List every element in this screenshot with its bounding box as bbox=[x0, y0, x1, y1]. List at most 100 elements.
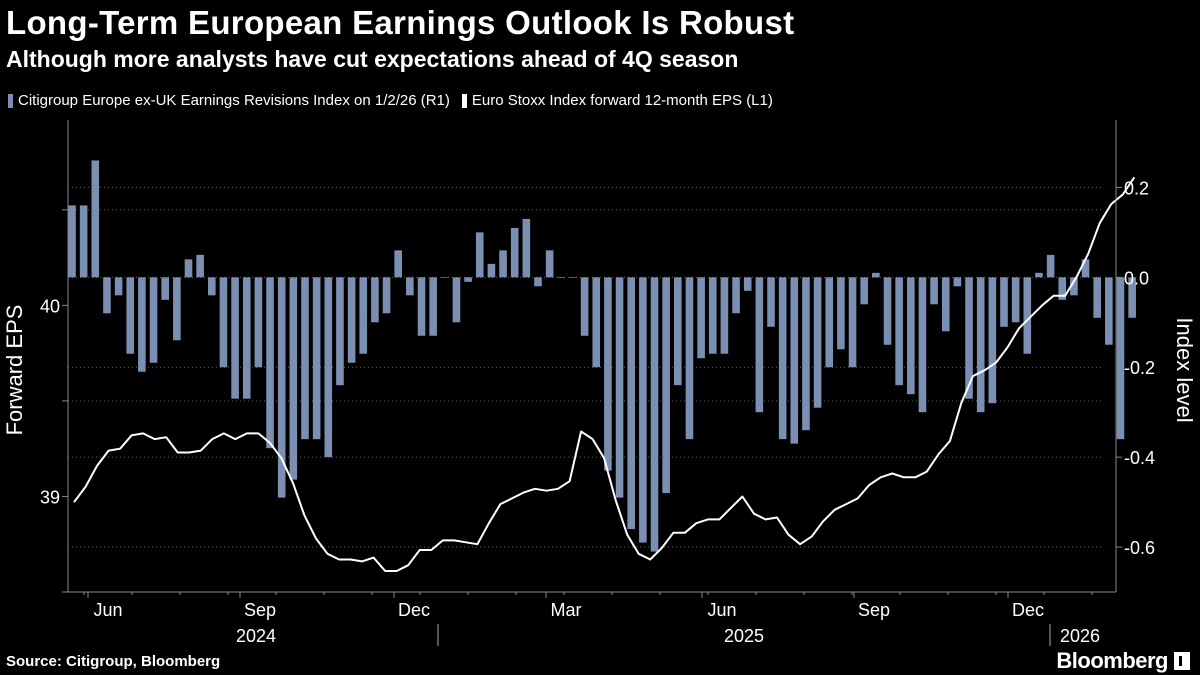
revision-bar bbox=[336, 277, 344, 386]
revision-bar bbox=[767, 277, 775, 327]
revision-bar bbox=[161, 277, 169, 300]
revision-bar bbox=[114, 277, 123, 296]
legend: Citigroup Europe ex-UK Earnings Revision… bbox=[8, 92, 785, 109]
revision-bar bbox=[883, 277, 892, 345]
revision-bar bbox=[277, 277, 286, 498]
revision-bar bbox=[324, 277, 333, 458]
revision-bar bbox=[674, 277, 682, 386]
revision-bar bbox=[487, 263, 496, 278]
revision-bar bbox=[429, 277, 437, 336]
revision-bar bbox=[545, 250, 554, 278]
revision-bar bbox=[848, 277, 857, 368]
revision-bar bbox=[778, 277, 787, 440]
revision-bar bbox=[953, 277, 962, 287]
brand-text: Bloomberg bbox=[1056, 648, 1168, 673]
revision-bar bbox=[219, 277, 228, 368]
revision-bar bbox=[976, 277, 985, 413]
revision-bar bbox=[1000, 277, 1008, 327]
revision-bar bbox=[406, 277, 414, 296]
legend-line-swatch bbox=[461, 93, 467, 108]
revision-bar bbox=[720, 277, 729, 354]
revision-bar bbox=[126, 277, 135, 354]
revision-bar bbox=[1128, 277, 1136, 318]
revision-bar bbox=[208, 277, 216, 296]
revision-bar bbox=[242, 277, 251, 399]
axes: 0.2 0.0 -0.2 -0.4 -0.6 40 39 Forward EPS Index l… bbox=[2, 120, 1197, 646]
revision-bar bbox=[1046, 254, 1055, 278]
revision-bar bbox=[254, 277, 263, 368]
month-label: Dec bbox=[398, 600, 430, 620]
revision-bar bbox=[1093, 277, 1101, 318]
revision-bar bbox=[382, 277, 391, 314]
revision-bar bbox=[930, 277, 938, 305]
revision-bar bbox=[417, 277, 426, 336]
revision-bar bbox=[371, 277, 379, 323]
revision-bar bbox=[732, 277, 740, 314]
revision-bar bbox=[1011, 277, 1020, 323]
revision-bar bbox=[708, 277, 717, 354]
revision-bar bbox=[534, 277, 542, 287]
revision-bar bbox=[464, 277, 472, 282]
revision-bar bbox=[569, 277, 577, 278]
revision-bar bbox=[965, 277, 973, 399]
revision-bar bbox=[813, 277, 822, 408]
revision-bar bbox=[755, 277, 764, 413]
left-tick-label: 40 bbox=[40, 296, 60, 316]
revision-bar bbox=[615, 277, 624, 498]
revision-bar bbox=[1070, 277, 1078, 296]
revision-bar bbox=[91, 160, 100, 278]
legend-bar-swatch bbox=[8, 93, 13, 108]
bloomberg-logo: Bloomberg bbox=[1056, 648, 1190, 674]
year-label: 2025 bbox=[724, 626, 764, 646]
revision-bar bbox=[825, 277, 834, 368]
right-tick-label: -0.2 bbox=[1124, 358, 1155, 378]
revision-bar bbox=[743, 277, 752, 291]
bloomberg-terminal-icon bbox=[1174, 652, 1190, 670]
legend-bar-label: Citigroup Europe ex-UK Earnings Revision… bbox=[18, 92, 450, 109]
source-note: Source: Citigroup, Bloomberg bbox=[6, 653, 221, 670]
revision-bar bbox=[872, 272, 880, 278]
revision-bar bbox=[347, 277, 356, 363]
revision-bar bbox=[184, 259, 193, 278]
revision-bar bbox=[802, 277, 810, 431]
month-label: Sep bbox=[858, 600, 890, 620]
bar-series bbox=[68, 160, 1136, 552]
revision-bar bbox=[860, 277, 868, 305]
month-label: Jun bbox=[707, 600, 736, 620]
revision-bar bbox=[1058, 277, 1067, 300]
revision-bar bbox=[289, 277, 298, 480]
revision-bar bbox=[510, 227, 519, 278]
grid-lines bbox=[68, 186, 1102, 593]
revision-bar bbox=[627, 277, 635, 530]
revision-bar bbox=[790, 277, 799, 444]
year-label: 2026 bbox=[1060, 626, 1100, 646]
revision-bar bbox=[173, 277, 181, 341]
revision-bar bbox=[103, 277, 111, 314]
revision-bar bbox=[988, 277, 997, 404]
revision-bar bbox=[1105, 277, 1113, 345]
revision-bar bbox=[266, 277, 274, 449]
revision-bar bbox=[149, 277, 158, 363]
left-axis-title: Forward EPS bbox=[2, 305, 27, 436]
revision-bar bbox=[359, 277, 368, 354]
revision-bar bbox=[441, 277, 449, 278]
revision-bar bbox=[452, 277, 461, 323]
revision-bar bbox=[138, 277, 146, 372]
revision-bar bbox=[650, 277, 659, 552]
revision-bar bbox=[475, 232, 484, 278]
revision-bar bbox=[837, 277, 845, 350]
chart-subtitle: Although more analysts have cut expectat… bbox=[6, 46, 739, 72]
revision-bar bbox=[301, 277, 309, 440]
revision-bar bbox=[79, 205, 88, 278]
right-tick-label: -0.4 bbox=[1124, 448, 1155, 468]
revision-bar bbox=[592, 277, 601, 368]
right-axis-title: Index level bbox=[1172, 317, 1197, 422]
revision-bar bbox=[231, 277, 239, 399]
month-label: Mar bbox=[551, 600, 582, 620]
revision-bar bbox=[907, 277, 915, 395]
revision-bar bbox=[1035, 272, 1043, 278]
revision-bar bbox=[312, 277, 321, 440]
revision-bar bbox=[918, 277, 927, 413]
month-label: Jun bbox=[93, 600, 122, 620]
